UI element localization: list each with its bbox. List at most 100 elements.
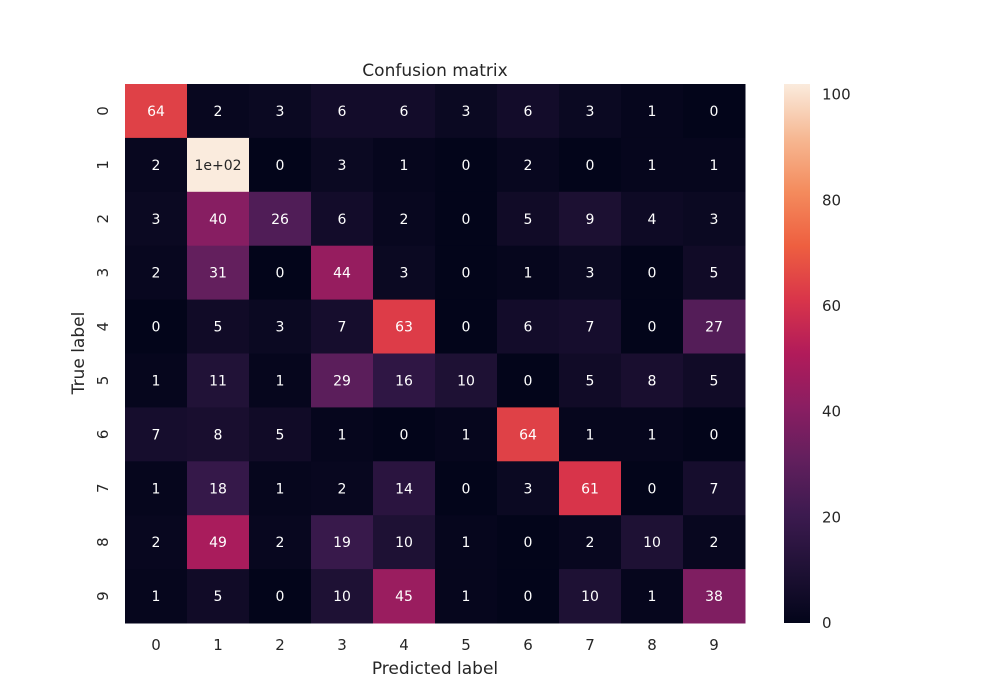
heatmap-cell-label: 49 [209,535,227,551]
heatmap-cell-label: 0 [524,535,533,551]
heatmap-cell [683,407,746,462]
heatmap-cell-label: 0 [462,158,471,174]
heatmap-cell [311,569,374,624]
y-tick-label: 9 [94,591,112,601]
heatmap-cell [559,84,622,139]
heatmap-cell-label: 0 [710,104,719,120]
heatmap-cell [249,191,312,247]
heatmap-cell [311,461,374,516]
heatmap-cell-label: 61 [581,481,599,497]
heatmap-cell-label: 0 [648,266,657,282]
heatmap-cell-label: 2 [400,212,409,228]
heatmap-cell [373,299,436,354]
heatmap-cell [187,407,250,462]
heatmap-cell [683,515,746,570]
heatmap-cell-label: 5 [710,373,719,389]
heatmap-cell-label: 1 [648,427,657,443]
heatmap-cell-label: 5 [214,589,223,605]
heatmap-cell-label: 44 [333,266,351,282]
heatmap-cell-label: 2 [586,535,595,551]
heatmap-cell [249,515,312,570]
heatmap-cell [249,137,312,193]
heatmap-cell-label: 5 [710,266,719,282]
heatmap-cell-label: 2 [276,535,285,551]
colorbar-ticks: 0 20 40 60 80 100 [822,86,851,632]
heatmap-cell-label: 29 [333,373,351,389]
heatmap-cell [683,245,746,301]
heatmap-cell [125,569,188,624]
heatmap-cell-label: 7 [338,320,347,336]
colorbar-tick-label: 20 [822,508,841,526]
heatmap-cell [187,515,250,570]
heatmap-cell-label: 2 [152,158,161,174]
heatmap-cell [497,461,560,516]
heatmap-cell [435,407,498,462]
y-tick-label: 7 [94,483,112,493]
heatmap-cell-label: 1 [338,427,347,443]
heatmap-cell [187,84,250,139]
heatmap-cell-label: 9 [586,212,595,228]
heatmap-cell-label: 1 [710,158,719,174]
heatmap-cell-label: 1 [276,373,285,389]
heatmap-cell [435,84,498,139]
heatmap-cell-label: 1 [400,158,409,174]
heatmap-cell [435,299,498,354]
heatmap-cell [559,407,622,462]
y-tick-label: 1 [94,160,112,170]
y-tick-label: 8 [94,537,112,547]
heatmap-cell-label: 8 [214,427,223,443]
heatmap-cell-label: 1 [648,104,657,120]
heatmap-cell-label: 3 [710,212,719,228]
heatmap-cell [311,299,374,354]
x-tick-label: 3 [337,636,347,654]
heatmap-cell-label: 26 [271,212,289,228]
heatmap-cells [125,84,746,624]
heatmap-cell [249,353,312,408]
heatmap-cell-label: 5 [214,320,223,336]
heatmap-cell-label: 0 [524,589,533,605]
heatmap-cell [435,353,498,408]
colorbar-tick-label: 0 [822,614,832,632]
heatmap-cell [373,407,436,462]
heatmap-cell [373,461,436,516]
heatmap-cell [125,461,188,516]
heatmap-cell [621,137,684,193]
x-tick-label: 7 [585,636,595,654]
heatmap-cell-label: 3 [276,320,285,336]
colorbar-tick-label: 60 [822,297,841,315]
y-tick-label: 2 [94,214,112,224]
heatmap-cell [125,407,188,462]
x-tick-label: 0 [151,636,161,654]
heatmap-cell [621,569,684,624]
heatmap-cell-label: 1 [462,589,471,605]
heatmap-cell [249,407,312,462]
heatmap-cell-label: 0 [524,373,533,389]
heatmap-cell-label: 2 [710,535,719,551]
heatmap-cell-label: 2 [214,104,223,120]
heatmap-cell-label: 7 [152,427,161,443]
x-tick-label: 4 [399,636,409,654]
heatmap-cell-label: 3 [462,104,471,120]
heatmap-cell-label: 3 [338,158,347,174]
x-tick-label: 8 [647,636,657,654]
x-tick-labels: 0 1 2 3 4 5 6 7 8 9 [151,636,719,654]
heatmap-cell-label: 2 [152,535,161,551]
heatmap-cell-label: 14 [395,481,413,497]
heatmap-cell [621,461,684,516]
heatmap-cell-label: 0 [586,158,595,174]
heatmap-cell-label: 4 [648,212,657,228]
x-axis-label: Predicted label [372,659,498,679]
y-tick-label: 4 [94,322,112,332]
y-tick-label: 5 [94,376,112,386]
heatmap-cell [683,569,746,624]
heatmap-cell-label: 1 [586,427,595,443]
heatmap-cell [249,569,312,624]
heatmap-cell [559,191,622,247]
heatmap-cell [621,353,684,408]
heatmap-cell [497,407,560,462]
chart-title: Confusion matrix [362,61,507,81]
heatmap-cell [559,515,622,570]
heatmap-cell [683,299,746,354]
heatmap-cell-label: 63 [395,320,413,336]
heatmap-cell [249,461,312,516]
